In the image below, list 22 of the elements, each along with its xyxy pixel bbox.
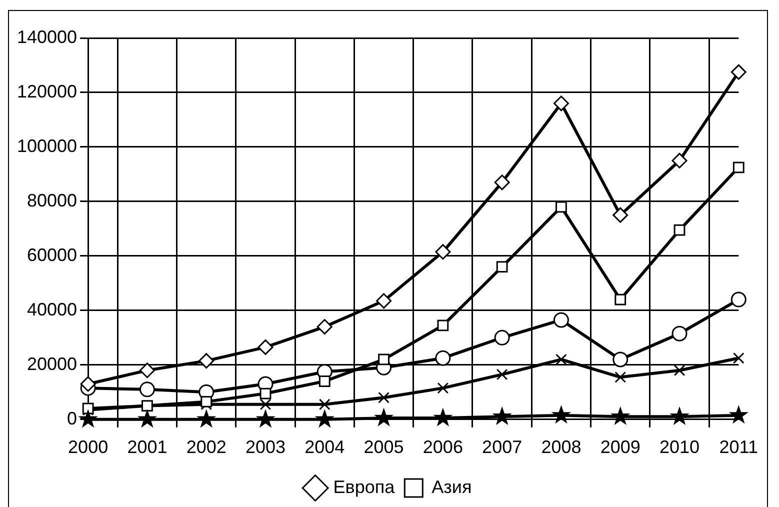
x-tick-label: 2009 <box>600 437 640 458</box>
legend-label: Европа <box>333 476 396 497</box>
y-tick-label: 60000 <box>27 244 78 265</box>
x-tick-label: 2001 <box>127 437 168 458</box>
y-tick-label: 20000 <box>27 354 78 374</box>
x-tick-label: 2005 <box>364 437 404 458</box>
x-tick-label: 2002 <box>186 437 226 458</box>
x-tick-label: 2008 <box>541 437 582 458</box>
y-tick-label: 100000 <box>16 136 78 156</box>
x-tick-label: 2011 <box>719 437 758 458</box>
x-tick-label: 2000 <box>68 437 108 458</box>
y-tick-label: 40000 <box>27 299 78 320</box>
x-tick-label: 2007 <box>482 437 522 458</box>
legend-label: Азия <box>432 476 472 497</box>
y-tick-label: 140000 <box>16 26 78 47</box>
y-tick-label: 0 <box>67 408 78 428</box>
x-tick-label: 2003 <box>245 437 286 458</box>
y-tick-label: 120000 <box>16 81 78 102</box>
x-tick-label: 2006 <box>422 437 463 458</box>
x-tick-label: 2004 <box>304 437 345 458</box>
x-tick-label: 2010 <box>659 437 700 458</box>
y-tick-label: 80000 <box>27 190 78 210</box>
